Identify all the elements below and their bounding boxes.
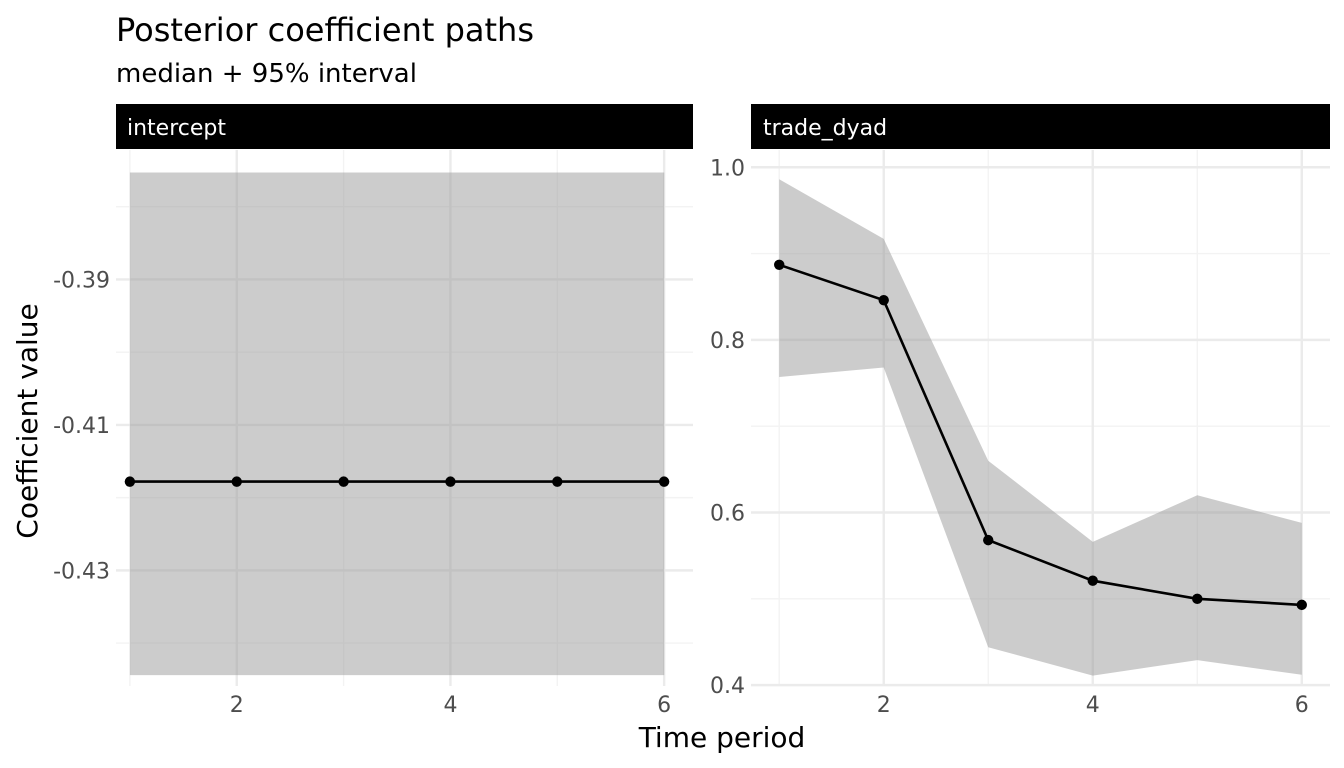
median-point xyxy=(1087,575,1098,586)
median-point xyxy=(338,476,349,487)
median-point xyxy=(124,476,136,487)
x-axis-ticks: 2 4 6 xyxy=(877,693,1309,718)
x-axis-title: Time period xyxy=(638,721,806,754)
median-point xyxy=(552,476,563,487)
y-tick-label: 0.4 xyxy=(710,674,745,699)
x-tick-label: 6 xyxy=(657,693,671,718)
strip-background xyxy=(116,104,693,149)
y-tick-label: -0.43 xyxy=(53,559,110,584)
strip-label: intercept xyxy=(127,116,226,141)
y-tick-label: -0.41 xyxy=(53,414,110,439)
x-tick-label: 4 xyxy=(443,693,457,718)
series xyxy=(124,172,670,676)
median-point xyxy=(983,534,994,546)
median-point xyxy=(774,259,785,270)
median-point xyxy=(445,476,456,487)
panel-trade-dyad: trade_dyad 0.4 0.6 0.8 1.0 2 4 6 xyxy=(710,104,1330,718)
median-point xyxy=(1192,593,1203,605)
y-axis-ticks: -0.43 -0.41 -0.39 xyxy=(53,268,110,584)
strip-background xyxy=(751,104,1330,149)
median-point xyxy=(231,476,242,487)
median-point xyxy=(1296,599,1307,611)
x-tick-label: 2 xyxy=(230,693,244,718)
median-point xyxy=(658,476,670,487)
x-axis-ticks: 2 4 6 xyxy=(230,693,671,718)
x-tick-label: 4 xyxy=(1086,693,1100,718)
y-tick-label: -0.39 xyxy=(53,268,110,293)
series xyxy=(774,179,1307,676)
x-tick-label: 6 xyxy=(1295,693,1309,718)
median-line xyxy=(778,263,1302,607)
interval-ribbon xyxy=(779,179,1302,676)
chart-title: Posterior coefficient paths xyxy=(116,11,534,49)
y-tick-label: 0.6 xyxy=(710,502,745,527)
panel-intercept: intercept -0.43 -0.41 -0.39 2 4 6 xyxy=(53,104,693,718)
y-tick-label: 0.8 xyxy=(710,329,745,354)
interval-ribbon xyxy=(129,172,665,676)
strip-label: trade_dyad xyxy=(763,116,887,141)
x-tick-label: 2 xyxy=(877,693,891,718)
chart-subtitle: median + 95% interval xyxy=(116,59,417,89)
y-tick-label: 1.0 xyxy=(710,156,745,181)
median-point xyxy=(878,294,889,306)
y-axis-ticks: 0.4 0.6 0.8 1.0 xyxy=(710,156,745,699)
y-axis-title: Coefficient value xyxy=(11,303,44,538)
